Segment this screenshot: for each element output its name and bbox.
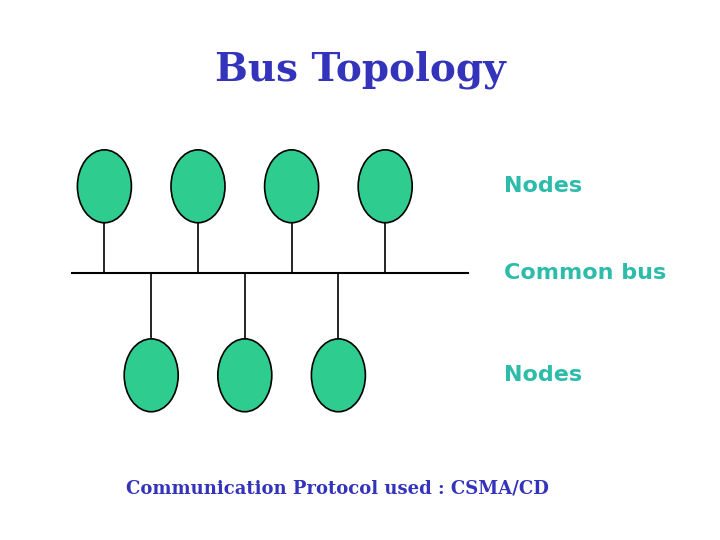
Ellipse shape: [359, 150, 413, 222]
Ellipse shape: [78, 150, 131, 222]
Ellipse shape: [171, 150, 225, 222]
Text: Common bus: Common bus: [504, 262, 666, 283]
Text: Nodes: Nodes: [504, 176, 582, 197]
Ellipse shape: [265, 150, 319, 222]
Text: Communication Protocol used : CSMA/CD: Communication Protocol used : CSMA/CD: [126, 480, 549, 498]
Text: Nodes: Nodes: [504, 365, 582, 386]
Ellipse shape: [124, 339, 179, 411]
Ellipse shape: [218, 339, 272, 411]
Ellipse shape: [311, 339, 365, 411]
Text: Bus Topology: Bus Topology: [215, 51, 505, 90]
